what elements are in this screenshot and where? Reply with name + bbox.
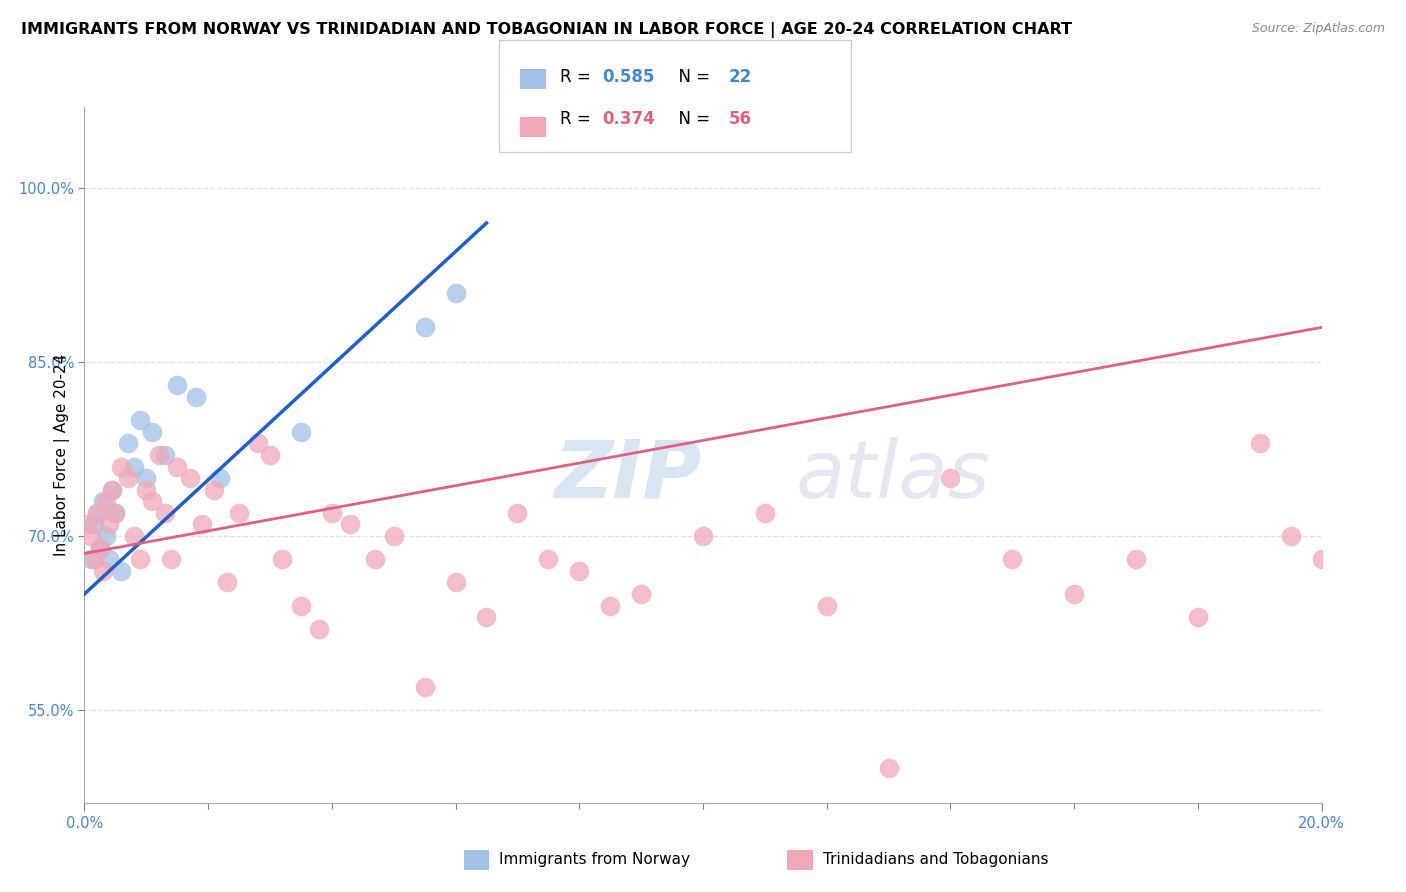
Point (135, 483, 157, 497)
Text: 56: 56 (728, 111, 751, 128)
Point (1063, 587, 1085, 601)
Point (246, 436, 269, 450)
Text: 22: 22 (728, 68, 752, 86)
Text: R =: R = (560, 68, 596, 86)
Point (166, 378, 188, 392)
Point (339, 517, 361, 532)
Point (122, 529, 145, 543)
Point (86, 506, 108, 520)
Text: N =: N = (668, 68, 716, 86)
Point (104, 506, 127, 520)
Point (79, 529, 101, 543)
Point (166, 459, 188, 474)
Point (129, 413, 152, 427)
Point (104, 506, 127, 520)
Point (83, 552, 105, 566)
Point (382, 529, 405, 543)
Point (630, 587, 652, 601)
Point (76, 517, 98, 532)
Text: Immigrants from Norway: Immigrants from Norway (499, 853, 690, 867)
Point (444, 575, 467, 590)
Text: IMMIGRANTS FROM NORWAY VS TRINIDADIAN AND TOBAGONIAN IN LABOR FORCE | AGE 20-24 : IMMIGRANTS FROM NORWAY VS TRINIDADIAN AN… (21, 22, 1073, 38)
Point (110, 564, 132, 578)
Point (475, 610, 498, 624)
Point (141, 494, 163, 508)
Point (815, 599, 838, 613)
Point (259, 448, 281, 462)
Point (877, 761, 900, 775)
Point (537, 552, 560, 566)
Point (290, 599, 312, 613)
Point (135, 471, 157, 485)
Point (83, 517, 105, 532)
Point (215, 575, 238, 590)
Text: R =: R = (560, 111, 596, 128)
Point (413, 320, 436, 334)
Text: ZIP: ZIP (554, 437, 702, 515)
Point (141, 425, 163, 439)
Point (191, 517, 214, 532)
Point (98, 552, 121, 566)
Point (568, 564, 591, 578)
Point (117, 436, 139, 450)
Text: 0.585: 0.585 (602, 68, 654, 86)
Point (413, 680, 436, 694)
Point (179, 471, 201, 485)
Point (290, 425, 312, 439)
Point (153, 448, 176, 462)
Point (599, 599, 621, 613)
Point (160, 552, 183, 566)
Point (1187, 610, 1209, 624)
Point (91, 564, 114, 578)
Text: atlas: atlas (796, 437, 991, 515)
Point (1372, 332, 1395, 346)
Point (209, 471, 232, 485)
Point (308, 622, 330, 636)
Point (1341, 181, 1364, 195)
Point (228, 506, 250, 520)
Point (1279, 529, 1302, 543)
Point (89, 541, 111, 555)
Point (110, 459, 132, 474)
Y-axis label: In Labor Force | Age 20-24: In Labor Force | Age 20-24 (55, 354, 70, 556)
Point (79, 552, 101, 566)
Text: 0.374: 0.374 (602, 111, 655, 128)
Point (122, 459, 145, 474)
Point (506, 506, 529, 520)
Point (321, 506, 343, 520)
Point (271, 552, 294, 566)
Text: Source: ZipAtlas.com: Source: ZipAtlas.com (1251, 22, 1385, 36)
Point (1249, 436, 1271, 450)
Text: Trinidadians and Tobagonians: Trinidadians and Tobagonians (823, 853, 1047, 867)
Point (117, 471, 139, 485)
Point (89, 541, 111, 555)
Point (101, 483, 124, 497)
Point (1125, 552, 1147, 566)
Point (148, 448, 170, 462)
Text: N =: N = (668, 111, 716, 128)
Point (754, 506, 776, 520)
Point (91, 494, 114, 508)
Point (94, 494, 117, 508)
Point (153, 506, 176, 520)
Point (692, 529, 714, 543)
Point (1310, 552, 1333, 566)
Point (101, 483, 124, 497)
Point (202, 483, 225, 497)
Point (129, 552, 152, 566)
Point (184, 390, 207, 404)
Point (939, 471, 962, 485)
Point (86, 506, 108, 520)
Point (94, 529, 117, 543)
Point (444, 285, 467, 300)
Point (98, 517, 121, 532)
Point (364, 552, 387, 566)
Point (1001, 552, 1024, 566)
